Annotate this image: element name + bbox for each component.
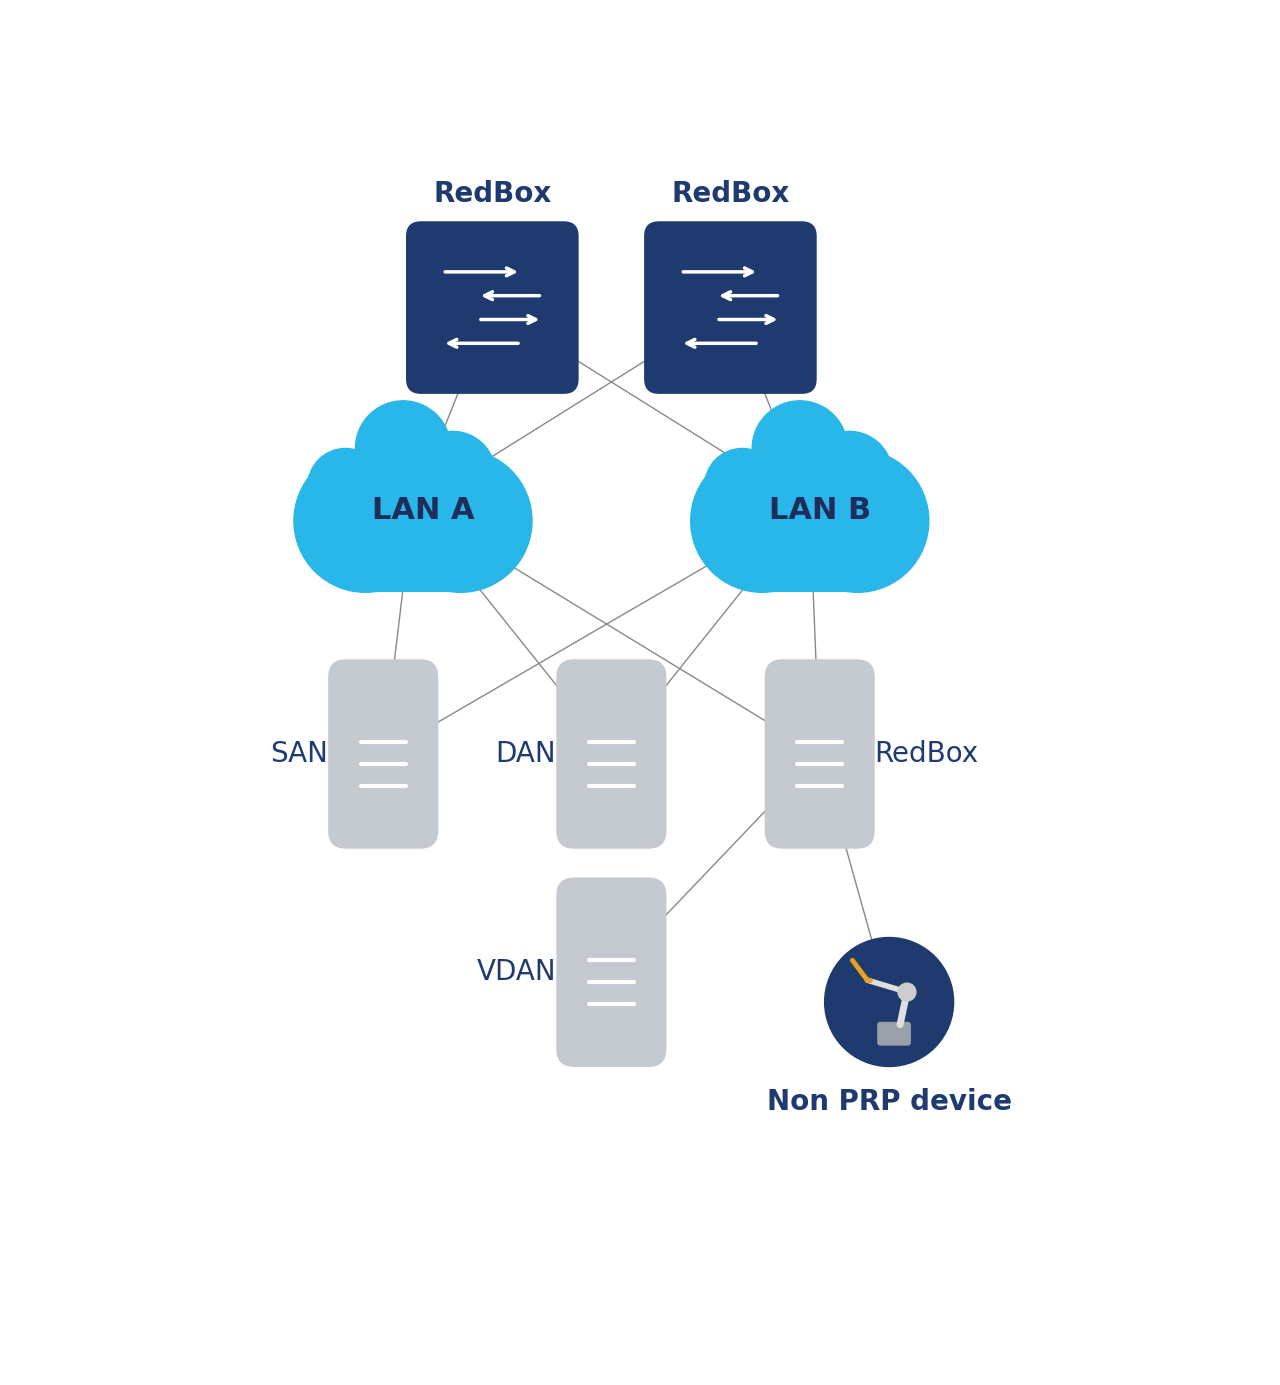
FancyBboxPatch shape [365,450,461,593]
FancyBboxPatch shape [644,222,817,393]
FancyBboxPatch shape [800,461,859,486]
Circle shape [704,449,780,524]
FancyBboxPatch shape [742,457,812,496]
Text: Non PRP device: Non PRP device [767,1089,1011,1116]
Circle shape [753,400,847,496]
Circle shape [410,431,495,517]
Text: RedBox: RedBox [874,740,979,769]
Text: RedBox: RedBox [671,180,790,208]
Circle shape [294,450,436,593]
FancyBboxPatch shape [557,659,667,849]
FancyBboxPatch shape [762,450,858,593]
Text: LAN B: LAN B [768,496,870,525]
FancyBboxPatch shape [406,222,579,393]
FancyBboxPatch shape [877,1022,911,1046]
FancyBboxPatch shape [346,457,415,496]
FancyBboxPatch shape [764,659,874,849]
Circle shape [899,983,916,1001]
Circle shape [824,938,954,1066]
Text: SAN: SAN [270,740,328,769]
Text: RedBox: RedBox [433,180,552,208]
Circle shape [786,450,929,593]
Circle shape [389,450,532,593]
Text: LAN A: LAN A [371,496,474,525]
Text: DAN: DAN [495,740,557,769]
Circle shape [691,450,833,593]
FancyBboxPatch shape [403,461,462,486]
Circle shape [806,431,892,517]
FancyBboxPatch shape [328,659,438,849]
Circle shape [356,400,451,496]
FancyBboxPatch shape [557,878,667,1066]
Text: VDAN: VDAN [476,958,557,986]
Circle shape [307,449,383,524]
